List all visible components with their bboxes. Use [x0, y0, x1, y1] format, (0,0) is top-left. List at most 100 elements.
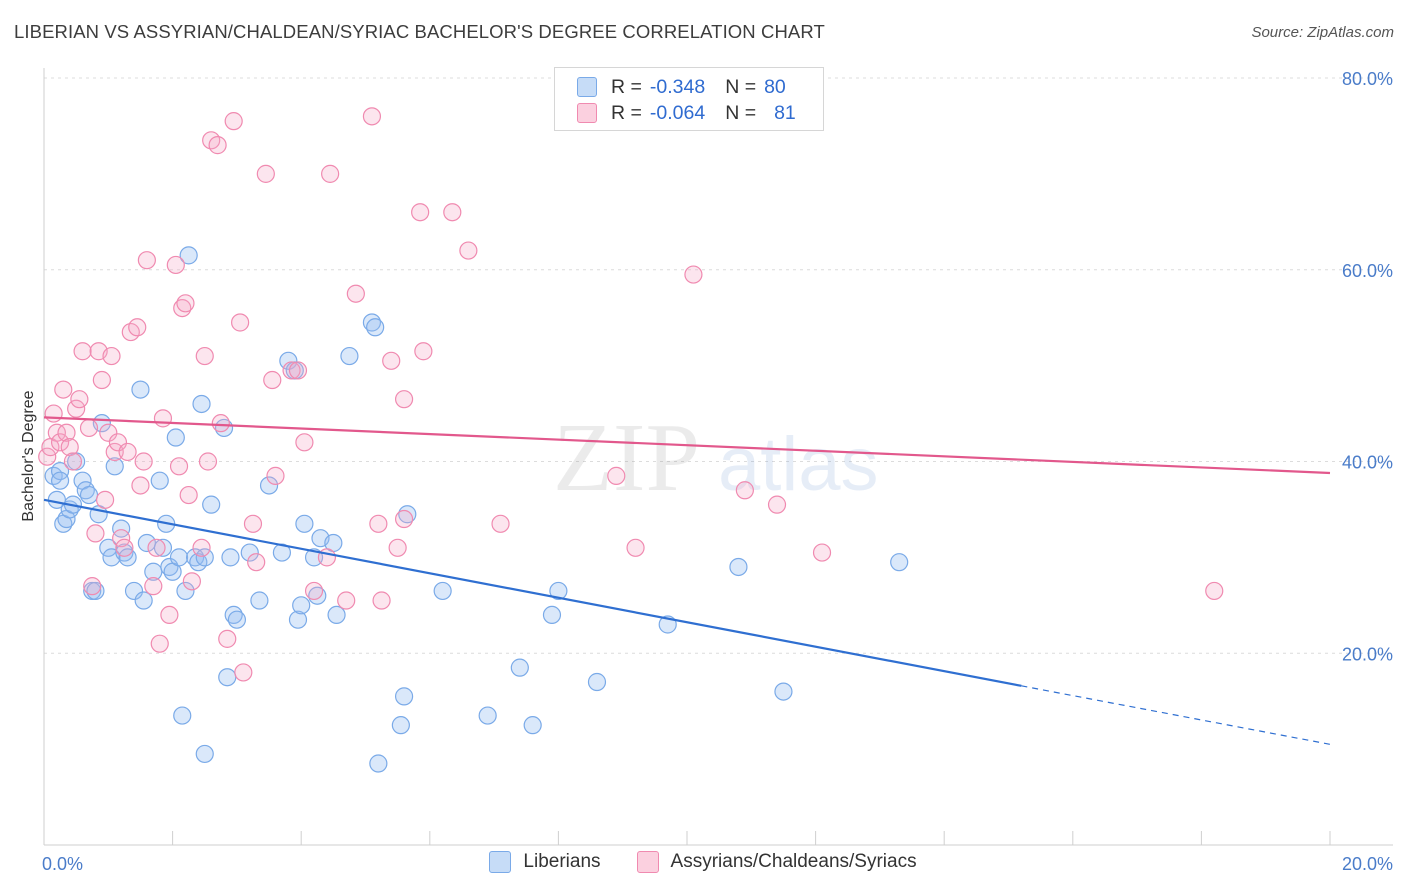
point-assyrians	[491, 514, 510, 533]
point-liberians	[76, 481, 95, 500]
point-assyrians	[812, 543, 832, 562]
point-liberians	[134, 591, 153, 610]
point-assyrians	[192, 538, 211, 557]
point-assyrians	[150, 634, 169, 653]
point-assyrians	[414, 342, 433, 361]
point-assyrians	[79, 418, 99, 438]
point-assyrians	[388, 538, 407, 557]
point-assyrians	[128, 318, 147, 337]
point-liberians	[398, 505, 417, 524]
point-liberians	[510, 658, 529, 677]
point-liberians	[308, 586, 327, 605]
point-assyrians	[394, 390, 414, 409]
point-assyrians	[173, 299, 192, 318]
point-assyrians	[208, 136, 227, 155]
tick-labels: 20.0% 40.0% 60.0% 80.0% 0.0% 20.0%	[42, 69, 1393, 874]
point-liberians	[173, 706, 192, 725]
point-liberians	[50, 471, 70, 490]
point-assyrians	[70, 390, 89, 409]
trend-line-assyrians	[43, 416, 1331, 475]
point-assyrians	[459, 241, 478, 260]
point-liberians	[729, 557, 748, 577]
y-tick-label: 60.0%	[1342, 261, 1393, 281]
point-liberians	[118, 548, 137, 567]
point-assyrians	[83, 577, 102, 596]
watermark-zip: ZIP	[553, 404, 700, 512]
point-liberians	[202, 495, 221, 514]
chart-title: LIBERIAN VS ASSYRIAN/CHALDEAN/SYRIAC BAC…	[14, 21, 825, 42]
point-assyrians	[247, 553, 266, 572]
point-assyrians	[63, 452, 83, 471]
point-liberians	[890, 553, 909, 572]
point-assyrians	[256, 164, 275, 183]
legend-item-assyrians[interactable]: Assyrians/Chaldeans/Syriacs	[636, 851, 917, 873]
point-liberians	[340, 346, 359, 366]
point-liberians	[195, 744, 214, 764]
point-assyrians	[288, 361, 308, 380]
point-liberians	[169, 548, 189, 567]
point-liberians	[214, 418, 234, 438]
legend-swatch-blue	[577, 77, 597, 97]
watermark: ZIP atlas	[553, 404, 879, 512]
r-label: R =	[611, 75, 642, 98]
point-assyrians	[147, 538, 166, 557]
legend-swatch-pink	[636, 851, 659, 873]
r-value: -0.064	[649, 101, 706, 124]
stats-legend: R = -0.348 N = 80 R = -0.064 N = 81	[554, 67, 824, 131]
point-assyrians	[112, 529, 131, 548]
point-liberians	[218, 668, 237, 687]
point-assyrians	[304, 581, 324, 601]
point-assyrians	[86, 524, 105, 543]
legend-swatch-blue	[489, 851, 512, 873]
point-liberians	[186, 548, 205, 567]
legend-swatch-pink	[577, 103, 597, 123]
point-liberians	[124, 581, 144, 601]
n-value: 80	[764, 75, 786, 98]
point-liberians	[362, 313, 382, 332]
series-assyrians	[38, 107, 1224, 682]
point-liberians	[433, 581, 452, 601]
point-liberians	[221, 548, 240, 567]
point-assyrians	[198, 452, 218, 471]
x-tick-label: 0.0%	[42, 854, 83, 874]
point-assyrians	[179, 485, 198, 505]
point-assyrians	[684, 265, 703, 284]
point-assyrians	[337, 591, 356, 610]
point-liberians	[288, 610, 308, 629]
point-assyrians	[73, 342, 92, 361]
point-assyrians	[1205, 581, 1224, 601]
point-assyrians	[160, 605, 179, 625]
point-assyrians	[195, 346, 214, 366]
axes	[43, 68, 1393, 846]
series-legend: Liberians Assyrians/Chaldeans/Syriacs	[0, 851, 1406, 873]
point-assyrians	[369, 514, 388, 533]
point-liberians	[153, 538, 173, 557]
point-liberians	[105, 457, 124, 476]
point-liberians	[542, 605, 562, 625]
point-assyrians	[263, 370, 282, 390]
point-liberians	[150, 471, 169, 490]
grid-lines	[44, 77, 1393, 654]
point-assyrians	[137, 251, 156, 270]
point-liberians	[86, 581, 105, 601]
point-assyrians	[735, 481, 754, 500]
point-assyrians	[231, 313, 250, 332]
point-assyrians	[767, 495, 787, 514]
legend-label: Liberians	[523, 851, 601, 872]
point-liberians	[478, 706, 497, 725]
point-liberians	[369, 754, 388, 773]
point-liberians	[394, 687, 414, 706]
point-liberians	[327, 605, 346, 625]
point-assyrians	[169, 457, 189, 476]
point-assyrians	[153, 409, 173, 428]
point-assyrians	[607, 466, 626, 485]
stats-row-liberians: R = -0.348 N = 80	[577, 75, 786, 99]
point-liberians	[79, 485, 99, 505]
point-liberians	[160, 557, 179, 577]
point-assyrians	[144, 577, 163, 596]
trend-line-liberians	[43, 498, 1022, 687]
y-tick-label: 40.0%	[1342, 453, 1393, 473]
point-assyrians	[295, 433, 314, 452]
legend-item-liberians[interactable]: Liberians	[489, 851, 601, 873]
